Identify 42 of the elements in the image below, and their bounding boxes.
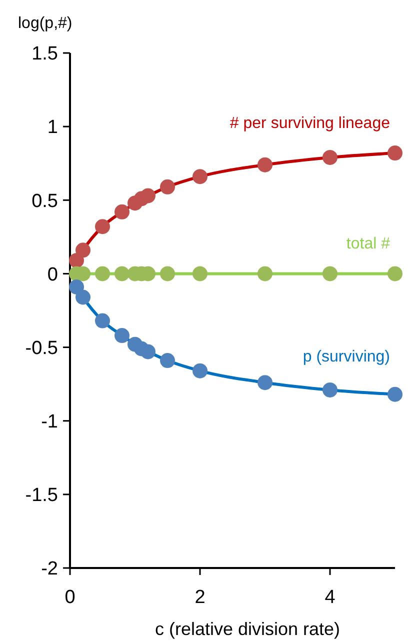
- point: [160, 353, 175, 368]
- point: [192, 169, 208, 184]
- y-tick-label: 1: [47, 117, 58, 138]
- y-tick-label: 0: [47, 264, 58, 286]
- point: [322, 150, 338, 165]
- point: [388, 386, 402, 402]
- point: [69, 279, 84, 294]
- y-tick-label: 1.5: [32, 44, 58, 65]
- point: [76, 242, 90, 258]
- point: [388, 266, 402, 282]
- point: [160, 266, 175, 282]
- series-label: p (surviving): [302, 348, 390, 366]
- y-tick-label: 0.5: [32, 190, 58, 212]
- point: [140, 344, 156, 360]
- x-tick-label: 0: [64, 587, 76, 608]
- point: [114, 204, 130, 220]
- y-tick-label: -1: [41, 412, 58, 433]
- y-tick-label: -0.5: [25, 338, 58, 359]
- series-label: # per surviving lineage: [230, 115, 390, 132]
- point: [258, 266, 272, 282]
- point: [140, 188, 156, 204]
- series-label: total #: [346, 236, 390, 253]
- point: [95, 219, 110, 234]
- y-axis-title: log(p,#): [18, 15, 72, 32]
- x-tick-label: 4: [324, 587, 336, 608]
- point: [192, 266, 208, 282]
- y-tick-label: -2: [41, 558, 58, 580]
- point: [114, 266, 130, 282]
- point: [160, 179, 175, 194]
- x-axis-title: c (relative division rate): [154, 619, 340, 639]
- x-tick-label: 2: [194, 587, 206, 608]
- point: [192, 363, 208, 378]
- point: [322, 382, 338, 398]
- point: [388, 146, 402, 161]
- point: [258, 375, 272, 390]
- point: [95, 266, 110, 282]
- point: [258, 157, 272, 172]
- y-tick-label: -1.5: [25, 485, 58, 506]
- point: [114, 328, 130, 344]
- point: [322, 266, 338, 282]
- point: [95, 313, 110, 328]
- point: [76, 290, 90, 305]
